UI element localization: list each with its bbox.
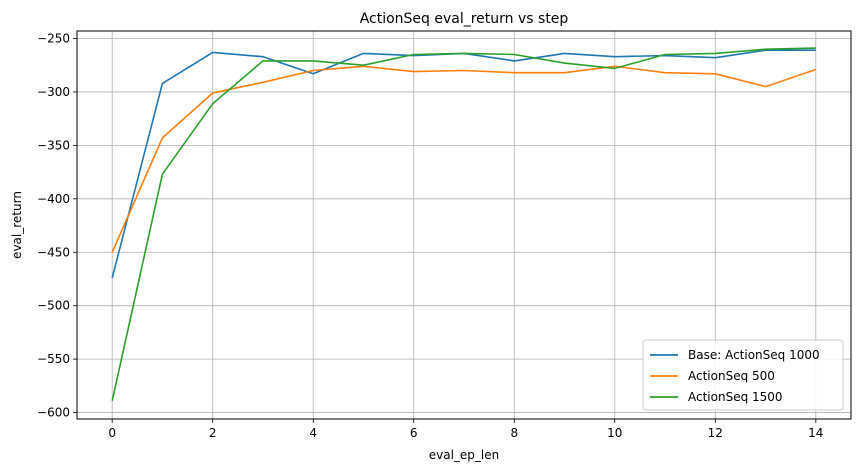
x-axis-ticks: 0 2 4 6 8 10 12 14 bbox=[108, 419, 823, 440]
y-tick-label: −400 bbox=[37, 192, 70, 206]
x-tick-label: 8 bbox=[510, 426, 518, 440]
legend-box bbox=[642, 339, 844, 411]
x-tick-label: 0 bbox=[108, 426, 116, 440]
series-line-2 bbox=[111, 47, 816, 401]
legend-label-2: ActionSeq 1500 bbox=[688, 390, 783, 404]
legend: Base: ActionSeq 1000 ActionSeq 500 ActionS… bbox=[642, 339, 844, 411]
y-tick-label: −550 bbox=[37, 352, 70, 366]
y-axis-label: eval_return bbox=[10, 191, 24, 259]
y-tick-label: −500 bbox=[37, 299, 70, 313]
plot-frame bbox=[76, 30, 852, 420]
x-tick-label: 14 bbox=[808, 426, 823, 440]
y-axis-ticks: −600 −550 −500 −450 −400 −350 −300 −250 bbox=[37, 31, 77, 420]
x-tick-label: 10 bbox=[607, 426, 622, 440]
legend-label-0: Base: ActionSeq 1000 bbox=[688, 348, 820, 362]
series-line-1 bbox=[111, 65, 817, 253]
x-axis-label: eval_ep_len bbox=[429, 448, 500, 462]
y-tick-label: −600 bbox=[37, 406, 70, 420]
legend-label-1: ActionSeq 500 bbox=[688, 369, 775, 383]
x-tick-label: 6 bbox=[410, 426, 418, 440]
series-lines bbox=[111, 47, 817, 401]
y-tick-label: −250 bbox=[37, 31, 70, 45]
series-line-0 bbox=[111, 49, 816, 279]
y-tick-label: −350 bbox=[37, 138, 70, 152]
x-tick-label: 4 bbox=[309, 426, 317, 440]
x-tick-label: 12 bbox=[708, 426, 723, 440]
y-tick-label: −450 bbox=[37, 245, 70, 259]
y-tick-label: −300 bbox=[37, 85, 70, 99]
x-tick-label: 2 bbox=[209, 426, 217, 440]
chart-title: ActionSeq eval_return vs step bbox=[360, 11, 569, 27]
